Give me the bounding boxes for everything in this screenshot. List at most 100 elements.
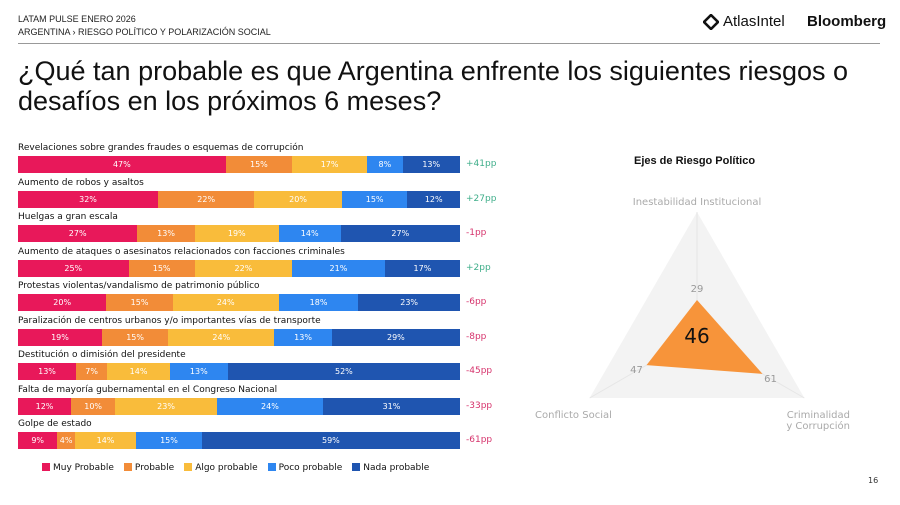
bar-segment-poco-probable: 21% <box>292 259 385 277</box>
stacked-bar: 32% 22% 20% 15% 12% <box>18 190 460 208</box>
bar-segment-probable: 15% <box>225 156 293 173</box>
bar-segment-poco-probable: 8% <box>367 156 403 173</box>
stacked-bar: 12% 10% 23% 24% 31% <box>18 397 460 415</box>
radar-chart: 29 61 47 Inestabilidad Institucional Crimina… <box>535 197 850 432</box>
bar-segment-algo-probable: 24% <box>168 328 275 346</box>
row-label: Golpe de estado <box>18 419 92 429</box>
atlas-logo-text: AtlasIntel <box>723 13 785 30</box>
legend-swatch <box>184 463 193 471</box>
stacked-bar: 13% 7% 14% 13% 52% <box>18 363 460 380</box>
bar-segment-probable: 4% <box>57 432 75 449</box>
header-breadcrumb: LATAM PULSE ENERO 2026 ARGENTINA › RIESG… <box>18 13 271 39</box>
stacked-bar: 27% 13% 19% 14% 27% <box>18 225 460 242</box>
net-score: -6pp <box>466 297 487 307</box>
bar-segment-probable: 7% <box>76 363 108 380</box>
legend-label: Poco probable <box>278 463 343 473</box>
row-label: Aumento de robos y asaltos <box>18 177 144 188</box>
bar-segment-probable: 15% <box>128 259 195 277</box>
bar-segment-nada-probable: 27% <box>340 225 460 242</box>
legend-item: Algo probable <box>184 463 258 473</box>
net-score: -8pp <box>466 331 487 342</box>
bar-segment-algo-probable: 19% <box>194 225 279 242</box>
breadcrumb: ARGENTINA › RIESGO POLÍTICO Y POLARIZACI… <box>18 27 271 37</box>
legend-label: Muy Probable <box>53 463 114 473</box>
bar-segment-muy-probable: 25% <box>18 259 129 277</box>
bar-segment-nada-probable: 13% <box>402 156 460 173</box>
divider <box>18 43 880 44</box>
bar-segment-probable: 15% <box>101 328 169 346</box>
legend-swatch <box>42 463 50 471</box>
page-number: 16 <box>868 476 879 485</box>
atlas-diamond-icon <box>703 13 719 30</box>
legend-label: Algo probable <box>195 463 258 473</box>
legend-item: Nada probable <box>352 463 429 473</box>
radar-axis-label: Conflicto Social <box>535 410 612 421</box>
stacked-bar: 19% 15% 24% 13% 29% <box>18 328 460 346</box>
bar-segment-muy-probable: 47% <box>18 156 226 173</box>
bar-segment-poco-probable: 18% <box>278 294 359 311</box>
net-score: +41pp <box>466 159 497 169</box>
radar-axis-label: Criminalidad y Corrupción <box>786 410 850 432</box>
bar-segment-probable: 10% <box>71 397 116 415</box>
bar-segment-nada-probable: 59% <box>201 432 460 449</box>
bar-segment-nada-probable: 29% <box>331 328 460 346</box>
bar-segment-algo-probable: 22% <box>194 259 293 277</box>
bloomberg-logo: Bloomberg <box>807 13 887 30</box>
radar-area <box>646 300 763 374</box>
bar-segment-algo-probable: 17% <box>292 156 368 173</box>
net-score: -45pp <box>466 366 493 376</box>
legend: Muy Probable Probable Algo probable Poco pr… <box>42 463 429 473</box>
bar-segment-poco-probable: 15% <box>341 190 408 208</box>
legend-item: Poco probable <box>267 463 343 473</box>
legend-label: Nada probable <box>363 463 430 473</box>
bar-segment-muy-probable: 9% <box>18 432 58 449</box>
radar-value: 47 <box>630 365 643 376</box>
radar-center-value: 46 <box>684 324 709 348</box>
bar-segment-nada-probable: 23% <box>358 294 460 311</box>
net-score: +27pp <box>466 193 497 204</box>
bar-segment-muy-probable: 13% <box>18 363 77 380</box>
bar-segment-muy-probable: 20% <box>18 294 107 311</box>
net-score: -1pp <box>466 228 487 238</box>
stacked-bar: 25% 15% 22% 21% 17% <box>18 259 460 277</box>
bar-segment-algo-probable: 14% <box>107 363 170 380</box>
bar-segment-poco-probable: 15% <box>136 432 202 449</box>
legend-item: Muy Probable <box>42 463 114 473</box>
row-label: Huelgas a gran escala <box>18 212 118 222</box>
bar-segment-poco-probable: 14% <box>278 225 341 242</box>
radar-value: 61 <box>764 374 777 385</box>
legend-swatch <box>352 463 361 471</box>
legend-swatch <box>123 463 132 471</box>
bar-segment-poco-probable: 13% <box>169 363 228 380</box>
bar-segment-algo-probable: 24% <box>172 294 279 311</box>
radar-axis-label: Inestabilidad Institucional <box>633 197 761 208</box>
row-label: Aumento de ataques o asesinatos relacion… <box>18 246 345 257</box>
bar-segment-probable: 13% <box>137 225 195 242</box>
radar-value: 29 <box>691 284 704 295</box>
bar-segment-probable: 15% <box>106 294 173 311</box>
bar-segment-muy-probable: 19% <box>18 328 102 346</box>
page-title: ¿Qué tan probable es que Argentina enfre… <box>18 56 849 116</box>
stacked-bar: 9% 4% 14% 15% 59% <box>18 432 460 449</box>
bar-segment-muy-probable: 27% <box>18 225 138 242</box>
row-label: Paralización de centros urbanos y/o impo… <box>18 315 321 326</box>
row-label: Destitución o dimisión del presidente <box>18 350 186 360</box>
stacked-bar: 47% 15% 17% 8% 13% <box>18 156 460 173</box>
bar-segment-nada-probable: 17% <box>384 259 460 277</box>
bar-segment-probable: 22% <box>158 190 255 208</box>
net-score: -33pp <box>466 400 493 411</box>
row-label: Protestas violentas/vandalismo de patrim… <box>18 281 260 291</box>
legend-swatch <box>267 463 276 471</box>
bar-segment-poco-probable: 13% <box>274 328 332 346</box>
bar-segment-nada-probable: 31% <box>322 397 460 415</box>
bar-segment-poco-probable: 24% <box>216 397 323 415</box>
stacked-bar: 20% 15% 24% 18% 23% <box>18 294 460 311</box>
bar-segment-nada-probable: 52% <box>227 363 460 380</box>
legend-label: Probable <box>134 463 175 473</box>
row-label: Falta de mayoría gubernamental en el Con… <box>18 384 278 395</box>
bar-segment-algo-probable: 23% <box>115 397 217 415</box>
atlasintel-logo: AtlasIntel <box>703 13 785 30</box>
legend-item: Probable <box>123 463 175 473</box>
net-score: +2pp <box>466 262 491 273</box>
bar-segment-algo-probable: 20% <box>254 190 342 208</box>
